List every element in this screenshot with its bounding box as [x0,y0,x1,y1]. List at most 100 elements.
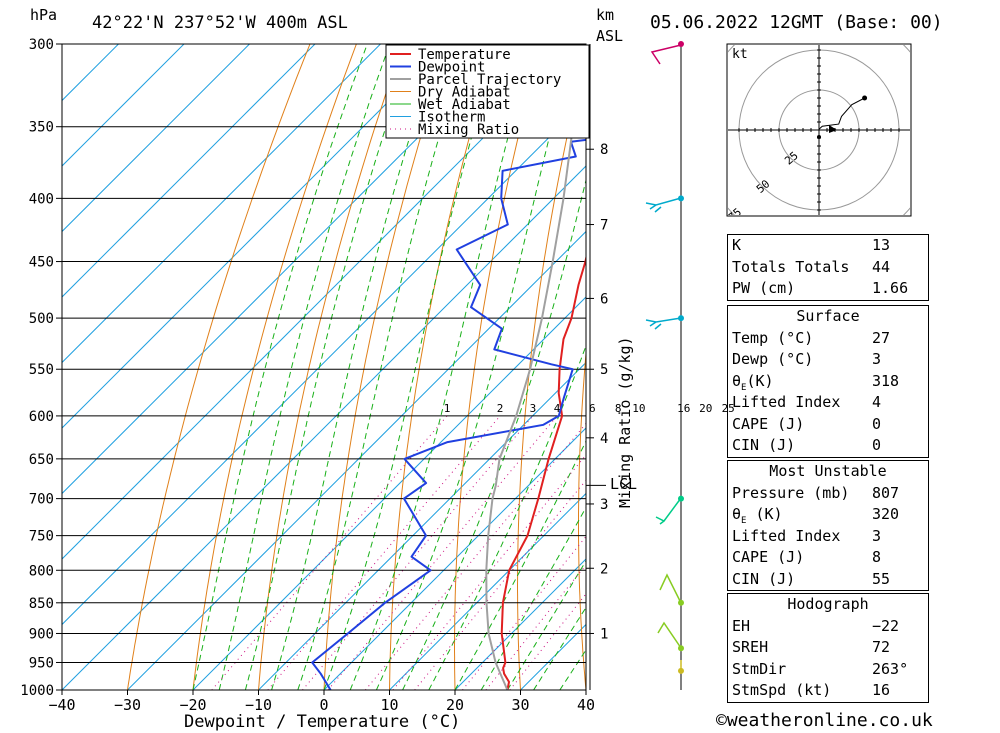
mixing-ratio-label: 25 [722,402,735,415]
legend: Temperature Dewpoint Parcel Trajectory D… [385,44,590,139]
hodograph-ring-label: 75 [726,206,745,224]
temp-tick-label: −20 [179,696,206,714]
pressure-tick-label: 800 [29,563,54,579]
mu-li-value: 3 [872,526,882,545]
location-title: 42°22'N 237°52'W 400m ASL [92,13,348,33]
mu-theta-e-label: θE (K) [732,505,783,526]
eh-value: −22 [872,616,900,635]
mu-cape-value: 8 [872,548,882,566]
temp-tick-label: 0 [319,696,328,714]
isotherm-line [62,44,382,364]
table-row: K 13 [728,235,928,257]
pressure-tick-label: 300 [29,37,54,53]
stmdir-value: 263° [872,659,909,678]
table-row: CIN (J) 0 [728,435,928,457]
surface-title: Surface [796,307,860,325]
pressure-tick-label: 450 [29,255,54,271]
mixing-ratio-label: 10 [632,402,645,415]
mixing-ratio-label: 20 [699,402,712,415]
surface-theta-e-unit: (K) [746,371,774,390]
km-tick-label: 8 [600,142,608,158]
mixing-ratio-line [327,415,558,690]
isotherm-line [62,44,316,298]
legend-wet-adiabat: Wet Adiabat [418,97,511,113]
table-row: θE(K) 318 [728,371,928,393]
wet-adiabat [349,44,534,690]
surface-temp-value: 27 [872,328,891,347]
mixing-ratio-label: 4 [554,402,561,415]
isotherm-line [389,492,586,690]
hodograph-unit: kt [732,47,748,62]
surface-cin-label: CIN (J) [732,436,796,454]
mixing-ratio-label: 8 [615,402,622,415]
km-tick-label: 6 [600,291,608,307]
wet-adiabat [428,344,586,690]
surface-cin-value: 0 [872,436,882,454]
indices-table: K 13 Totals Totals 44 PW (cm) 1.66 [727,234,929,301]
table-row: CAPE (J) 8 [728,547,928,569]
axis-labels: 3003504004505005506006507007508008509009… [20,37,595,714]
wet-adiabat [192,44,368,690]
km-axis: 1 2 3 4 5 6 7 8 [586,44,608,690]
table-row: CAPE (J) 0 [728,414,928,436]
isotherm-line [62,44,185,167]
pressure-tick-label: 700 [29,492,54,508]
pressure-tick-label: 950 [29,656,54,672]
surface-li-value: 4 [872,393,882,411]
sreh-label: SREH [732,638,769,656]
wind-barb [659,573,682,604]
temp-tick-label: 30 [511,696,529,714]
sreh-value: 72 [872,638,891,656]
wind-barb-dot [678,195,684,202]
most-unstable-title: Most Unstable [769,462,887,480]
table-row: Dewp (°C) 3 [728,349,928,371]
mu-theta-e-unit: (K) [755,505,783,523]
datetime-title: 05.06.2022 12GMT (Base: 00) [650,12,943,33]
copyright-footer: ©weatheronline.co.uk [716,710,933,731]
stmspd-value: 16 [872,681,891,699]
table-row: Lifted Index 3 [728,526,928,548]
mixing-ratio-label: 1 [444,402,451,415]
table-row: Totals Totals 44 [728,257,928,279]
x-axis-title: Dewpoint / Temperature (°C) [184,712,460,732]
table-row: EH −22 [728,616,928,638]
wet-adiabat [454,439,586,690]
dry-adiabat [578,348,586,690]
wind-barb [650,44,682,65]
wet-adiabat [218,44,391,690]
pressure-tick-label: 600 [29,409,54,425]
mu-pressure-label: Pressure (mb) [732,483,850,502]
hodograph-ring-label: 25 [782,149,801,167]
surface-cape-value: 0 [872,414,882,433]
tt-value: 44 [872,257,891,276]
isotherm-line [323,427,586,690]
temp-tick-label: −10 [245,696,272,714]
table-row: Temp (°C) 27 [728,328,928,350]
mu-li-label: Lifted Index [732,526,841,545]
isotherm-line [127,230,586,690]
asl-label: ASL [596,27,623,45]
eh-label: EH [732,616,751,635]
isotherm-line [62,165,586,690]
wet-adiabat [375,44,574,690]
stmdir-label: StmDir [732,659,787,678]
pw-value: 1.66 [872,279,909,297]
parcel-trajectory-profile [485,58,586,690]
pressure-tick-label: 1000 [20,683,54,699]
wind-barb-dot [678,41,684,47]
wet-adiabat [402,178,586,690]
wind-barb-dot [678,667,684,674]
temp-tick-label: −40 [48,696,75,714]
isotherm-line [258,361,586,690]
hodograph-table: Hodograph EH −22 SREH 72 StmDir 263° StmSpd… [727,593,929,703]
pressure-tick-label: 550 [29,362,54,378]
pressure-tick-label: 900 [29,627,54,643]
storm-motion-marker [829,125,837,133]
pressure-isobars [62,126,586,663]
surface-temp-label: Temp (°C) [732,328,814,347]
wind-barb [645,197,682,213]
isotherm-line [454,558,586,690]
pressure-tick-label: 850 [29,596,54,612]
pressure-tick-label: 400 [29,191,54,207]
